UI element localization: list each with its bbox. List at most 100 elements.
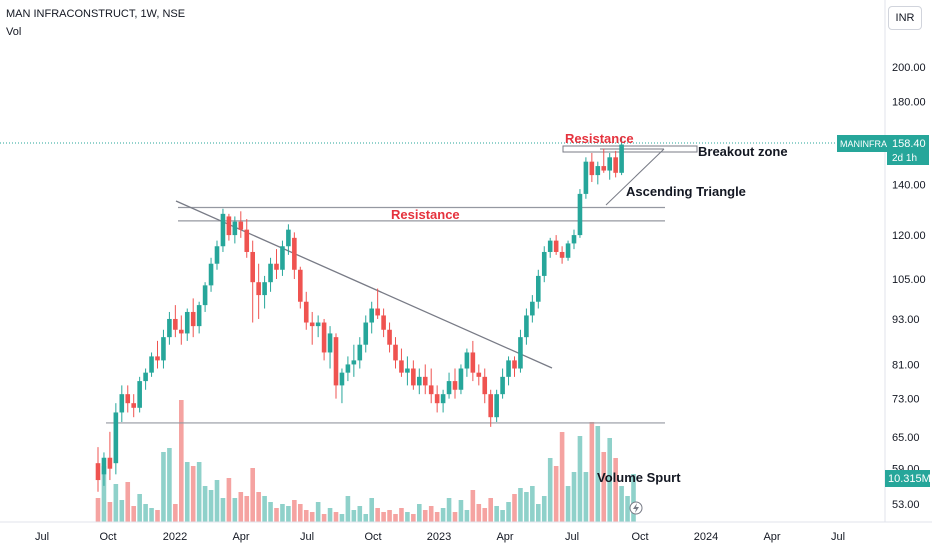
- candle-body: [167, 318, 172, 338]
- candle-body: [476, 372, 482, 377]
- candle-body: [512, 360, 517, 369]
- candle-body: [452, 381, 458, 390]
- volume-bar: [214, 480, 220, 522]
- candle-body: [411, 368, 416, 386]
- candle-body: [292, 237, 297, 270]
- candle-body: [351, 360, 357, 365]
- candle-body: [470, 352, 476, 373]
- x-tick-label: Apr: [763, 531, 780, 543]
- volume-bar: [95, 498, 101, 522]
- volume-bar: [553, 466, 559, 522]
- candle-body: [583, 161, 589, 194]
- volume-bar: [631, 474, 636, 522]
- volume-bar: [571, 472, 577, 522]
- y-tick-label: 53.00: [892, 499, 920, 511]
- volume-bar: [577, 436, 583, 522]
- volume-spurt-label: Volume Spurt: [597, 470, 681, 485]
- x-tick-label: Oct: [99, 531, 116, 543]
- candle-body: [553, 240, 559, 252]
- candle-body: [303, 301, 309, 323]
- candle-body: [315, 322, 321, 327]
- volume-bar: [351, 510, 357, 522]
- candle-body: [595, 166, 601, 176]
- volume-bar: [440, 508, 446, 522]
- volume-bar: [518, 488, 523, 522]
- volume-bar: [113, 484, 119, 522]
- volume-bar: [417, 504, 422, 522]
- volume-bar: [262, 496, 267, 522]
- candle-body: [464, 352, 470, 369]
- y-tick-label: 180.00: [892, 97, 926, 109]
- volume-bars: [95, 400, 636, 522]
- resistance-top-label: Resistance: [565, 131, 634, 146]
- candle-body: [399, 360, 404, 373]
- candle-body: [173, 318, 178, 330]
- candle-body: [161, 337, 166, 361]
- x-tick-label: 2023: [427, 531, 451, 543]
- candle-body: [613, 157, 618, 173]
- candle-body: [220, 213, 226, 247]
- candle-body: [155, 356, 160, 361]
- volume-bar: [333, 512, 339, 522]
- price-axis[interactable]: 200.00 180.00 140.00 120.00 105.00 93.00 81.00…: [892, 62, 926, 511]
- volume-price-tag: 10.315M: [885, 470, 931, 487]
- volume-bar: [524, 492, 529, 522]
- volume-bar: [619, 486, 624, 522]
- candle-body: [298, 269, 303, 302]
- candle-body: [274, 263, 279, 270]
- candle-body: [482, 376, 488, 395]
- volume-bar: [149, 508, 154, 522]
- volume-bar: [321, 514, 327, 522]
- candle-body: [547, 240, 553, 252]
- candle-body: [149, 356, 154, 373]
- volume-bar: [286, 506, 291, 522]
- volume-bar: [226, 478, 232, 522]
- volume-indicator-label: Vol: [6, 26, 22, 38]
- candle-body: [607, 157, 612, 171]
- volume-bar: [256, 492, 261, 522]
- candle-body: [446, 381, 452, 395]
- volume-bar: [363, 514, 369, 522]
- volume-bar: [161, 452, 166, 522]
- candle-body: [179, 329, 184, 334]
- volume-bar: [167, 448, 172, 522]
- x-tick-label: 2022: [163, 531, 187, 543]
- candle-body: [268, 263, 273, 283]
- candle-body: [458, 368, 464, 390]
- volume-bar: [274, 508, 279, 522]
- candle-body: [589, 161, 595, 176]
- y-tick-label: 65.00: [892, 432, 920, 444]
- volume-bar: [250, 468, 255, 522]
- volume-bar: [137, 494, 142, 522]
- volume-bar: [309, 512, 315, 522]
- volume-bar: [244, 496, 250, 522]
- lightning-icon[interactable]: [629, 501, 643, 515]
- y-tick-label: 105.00: [892, 274, 926, 286]
- volume-bar: [482, 508, 488, 522]
- currency-button[interactable]: INR: [888, 6, 922, 30]
- candle-body: [571, 235, 577, 244]
- candle-body: [238, 221, 244, 230]
- volume-bar: [101, 466, 107, 522]
- x-tick-label: Jul: [35, 531, 49, 543]
- candle-body: [262, 282, 267, 296]
- volume-bar: [280, 504, 285, 522]
- x-tick-label: Apr: [496, 531, 513, 543]
- volume-bar: [613, 458, 618, 522]
- volume-bar: [470, 490, 476, 522]
- candle-body: [286, 229, 291, 247]
- candle-body: [119, 394, 125, 413]
- volume-bar: [220, 498, 226, 522]
- candle-body: [137, 381, 142, 408]
- volume-bar: [399, 508, 404, 522]
- volume-bar: [131, 506, 136, 522]
- time-axis[interactable]: Jul Oct 2022 Apr Jul Oct 2023 Apr Jul Oct 2024 Apr J…: [35, 531, 845, 543]
- volume-bar: [357, 506, 363, 522]
- volume-bar: [339, 514, 345, 522]
- candle-body: [494, 394, 499, 418]
- volume-bar: [298, 504, 303, 522]
- candle-body: [196, 305, 202, 327]
- y-tick-label: 81.00: [892, 359, 920, 371]
- volume-bar: [268, 502, 273, 522]
